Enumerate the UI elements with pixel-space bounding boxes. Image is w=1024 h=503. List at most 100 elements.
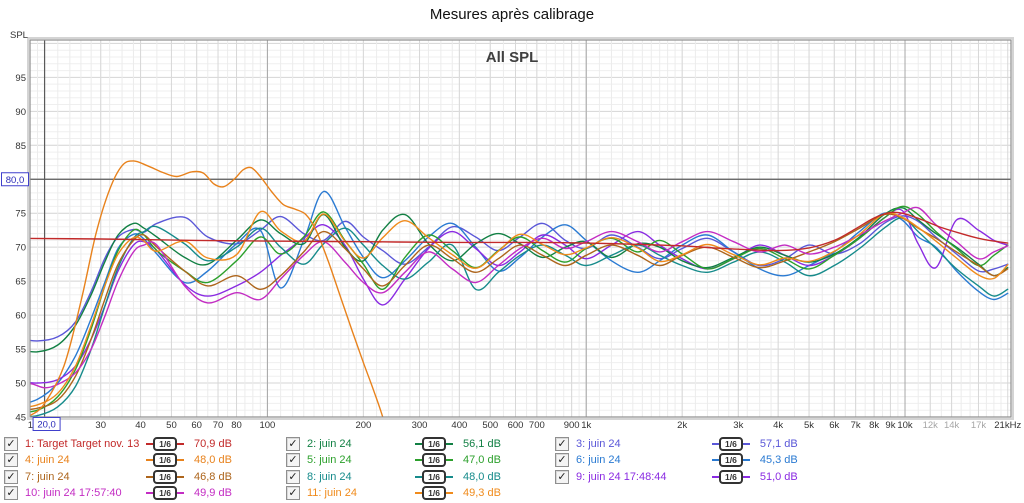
smoothing-value: 1/6	[422, 486, 446, 500]
legend-row: ✓ 1: Target Target nov. 13 1/6 70,9 dB ✓ 2: j…	[0, 435, 1024, 452]
trace-name-label[interactable]: 7: juin 24	[25, 470, 70, 483]
trace-visibility-checkbox[interactable]: ✓	[286, 436, 300, 451]
legend-entry	[551, 485, 1011, 502]
legend-entry: ✓ 2: juin 24 1/6 56,1 dB	[282, 435, 551, 452]
smoothing-stub-right	[177, 475, 184, 478]
trace-name-label[interactable]: 8: juin 24	[307, 470, 352, 483]
smoothing-button[interactable]: 1/6	[415, 436, 453, 451]
cursor-freq-readout: 20,0	[32, 417, 61, 431]
y-tick-label: 50	[15, 379, 26, 390]
x-tick-label: 80	[231, 420, 242, 431]
y-tick-label: 45	[15, 413, 26, 424]
smoothing-stub-left	[415, 459, 423, 461]
y-tick-label: 90	[15, 107, 26, 118]
legend-entry: ✓ 11: juin 24 1/6 49,3 dB	[282, 485, 551, 502]
trace-name-label[interactable]: 4: juin 24	[25, 454, 70, 466]
legend-entry: ✓ 10: juin 24 17:57:40 1/6 49,9 dB	[0, 485, 282, 502]
trace-2	[30, 206, 1009, 353]
trace-spl-value: 70,9 dB	[194, 437, 232, 450]
smoothing-value: 1/6	[153, 469, 177, 484]
trace-spl-value: 45,3 dB	[759, 454, 798, 466]
trace-visibility-checkbox[interactable]: ✓	[4, 469, 18, 484]
trace-11	[30, 210, 1009, 408]
legend-entry: ✓ 9: juin 24 17:48:44 1/6 51,0 dB	[551, 468, 1011, 485]
legend-entry: ✓ 4: juin 24 1/6 48,0 dB	[0, 452, 282, 469]
trace-6	[30, 190, 1009, 403]
trace-spl-value: 46,8 dB	[194, 470, 232, 483]
smoothing-stub-left	[415, 442, 423, 445]
x-tick-label: 14k	[944, 420, 960, 431]
smoothing-stub-right	[742, 475, 750, 478]
trace-name-label[interactable]: 2: juin 24	[307, 437, 352, 450]
smoothing-stub-right	[177, 492, 184, 494]
trace-visibility-checkbox[interactable]: ✓	[555, 469, 569, 484]
smoothing-button[interactable]: 1/6	[146, 486, 184, 500]
trace-8	[30, 217, 1009, 417]
legend-entry: ✓ 6: juin 24 1/6 45,3 dB	[551, 452, 1011, 469]
x-tick-label: 300	[412, 420, 428, 431]
trace-visibility-checkbox[interactable]: ✓	[286, 486, 300, 500]
trace-name-label[interactable]: 1: Target Target nov. 13	[25, 437, 140, 450]
trace-spl-value: 49,9 dB	[194, 487, 232, 499]
x-tick-label: 7k	[851, 420, 861, 431]
trace-spl-value: 51,0 dB	[759, 470, 798, 483]
smoothing-value: 1/6	[719, 469, 743, 484]
y-tick-label: 85	[15, 141, 26, 152]
trace-name-label[interactable]: 9: juin 24 17:48:44	[576, 470, 667, 483]
legend-entry: ✓ 7: juin 24 1/6 46,8 dB	[0, 468, 282, 485]
trace-name-label[interactable]: 3: juin 24	[576, 437, 621, 450]
trace-visibility-checkbox[interactable]: ✓	[4, 453, 18, 467]
trace-name-label[interactable]: 6: juin 24	[576, 454, 621, 466]
smoothing-value: 1/6	[153, 453, 177, 467]
y-tick-label: 55	[15, 345, 26, 356]
trace-visibility-checkbox[interactable]: ✓	[286, 453, 300, 467]
x-tick-label: 9k	[885, 420, 895, 431]
smoothing-button[interactable]: 1/6	[415, 469, 453, 484]
trace-visibility-checkbox[interactable]: ✓	[286, 469, 300, 484]
trace-spl-value: 48,0 dB	[463, 470, 501, 483]
smoothing-value: 1/6	[719, 453, 743, 467]
trace-name-label[interactable]: 11: juin 24	[307, 487, 357, 499]
x-tick-label: 2k	[677, 420, 687, 431]
smoothing-button[interactable]: 1/6	[712, 436, 750, 451]
smoothing-button[interactable]: 1/6	[146, 436, 184, 451]
smoothing-stub-right	[742, 442, 750, 445]
x-tick-label: 4k	[773, 420, 783, 431]
trace-name-label[interactable]: 5: juin 24	[307, 454, 352, 466]
chart-title: All SPL	[486, 49, 539, 66]
trace-name-label[interactable]: 10: juin 24 17:57:40	[25, 487, 122, 499]
trace-visibility-checkbox[interactable]: ✓	[555, 453, 569, 467]
y-tick-label: 65	[15, 277, 26, 288]
y-tick-label: 60	[15, 311, 26, 322]
x-tick-label: 21kHz	[994, 420, 1021, 431]
trace-spl-value: 57,1 dB	[759, 437, 798, 450]
smoothing-stub-right	[177, 442, 184, 445]
trace-1	[30, 211, 1009, 252]
trace-spl-value: 48,0 dB	[194, 454, 232, 466]
x-tick-label: 12k	[923, 420, 939, 431]
x-tick-label: 6k	[829, 420, 839, 431]
x-tick-label: 200	[355, 420, 371, 431]
x-tick-label: 30	[95, 420, 106, 431]
smoothing-button[interactable]: 1/6	[712, 453, 750, 467]
smoothing-button[interactable]: 1/6	[415, 486, 453, 500]
x-tick-label: 400	[451, 420, 467, 431]
smoothing-button[interactable]: 1/6	[712, 469, 750, 484]
smoothing-stub-left	[146, 459, 154, 461]
x-tick-label: 100	[259, 420, 275, 431]
smoothing-stub-left	[415, 475, 423, 478]
smoothing-value: 1/6	[719, 436, 743, 451]
y-tick-label: 95	[15, 73, 26, 84]
trace-visibility-checkbox[interactable]: ✓	[555, 436, 569, 451]
legend-entry: ✓ 8: juin 24 1/6 48,0 dB	[282, 468, 551, 485]
spl-chart[interactable]: All SPLSPL959085757065605550451630405060…	[0, 28, 1024, 433]
legend-row: ✓ 7: juin 24 1/6 46,8 dB ✓ 8: juin 24 1/6 48,0 …	[0, 468, 1024, 485]
trace-visibility-checkbox[interactable]: ✓	[4, 486, 18, 500]
trace-spl-value: 49,3 dB	[463, 487, 501, 499]
smoothing-stub-right	[446, 475, 453, 478]
smoothing-button[interactable]: 1/6	[415, 453, 453, 467]
svg-text:20,0: 20,0	[37, 420, 56, 431]
smoothing-button[interactable]: 1/6	[146, 453, 184, 467]
smoothing-button[interactable]: 1/6	[146, 469, 184, 484]
trace-visibility-checkbox[interactable]: ✓	[4, 436, 18, 451]
